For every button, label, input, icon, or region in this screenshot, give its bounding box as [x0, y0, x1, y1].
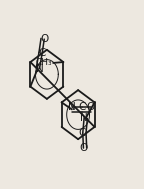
Text: C: C: [78, 102, 86, 112]
Text: N: N: [68, 102, 76, 112]
Text: C: C: [79, 128, 86, 138]
Text: N: N: [36, 64, 43, 74]
Text: CH₃: CH₃: [36, 58, 52, 67]
Text: C: C: [39, 48, 46, 58]
Text: N: N: [80, 113, 88, 123]
Text: O: O: [87, 102, 95, 112]
Text: O: O: [79, 143, 87, 153]
Text: O: O: [40, 34, 49, 44]
